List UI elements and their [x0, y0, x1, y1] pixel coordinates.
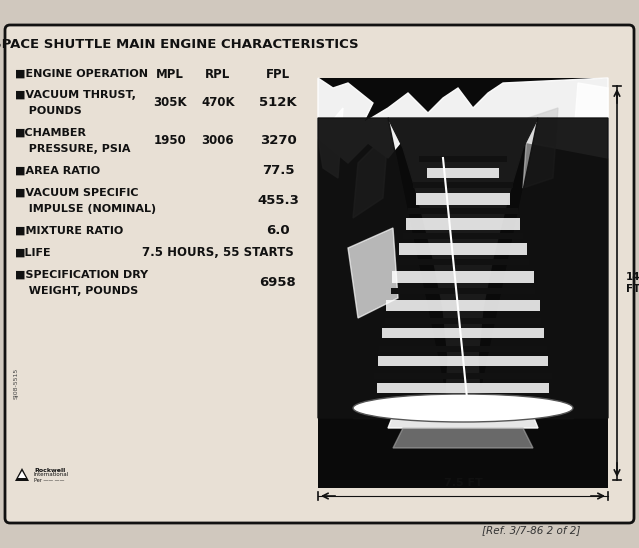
Bar: [403, 233, 523, 239]
Bar: [419, 156, 507, 162]
Bar: [318, 78, 608, 488]
Text: 305K: 305K: [153, 96, 187, 110]
Text: 7.5 FT: 7.5 FT: [443, 478, 482, 488]
Polygon shape: [318, 118, 446, 418]
Polygon shape: [15, 468, 29, 481]
Ellipse shape: [353, 394, 573, 422]
Text: 14
FT: 14 FT: [626, 272, 639, 294]
Text: Rockwell: Rockwell: [34, 467, 65, 472]
Bar: [318, 448, 608, 488]
Polygon shape: [318, 108, 343, 178]
Text: 455.3: 455.3: [257, 195, 299, 208]
Polygon shape: [318, 78, 608, 163]
Text: 512K: 512K: [259, 96, 296, 110]
Bar: [413, 182, 512, 188]
Text: SPACE SHUTTLE MAIN ENGINE CHARACTERISTICS: SPACE SHUTTLE MAIN ENGINE CHARACTERISTIC…: [0, 38, 358, 52]
Text: ■CHAMBER: ■CHAMBER: [15, 128, 87, 138]
Polygon shape: [573, 83, 608, 158]
Text: ■AREA RATIO: ■AREA RATIO: [15, 166, 100, 176]
Text: [Ref. 3/7-86 2 of 2]: [Ref. 3/7-86 2 of 2]: [482, 525, 580, 535]
Text: 6.0: 6.0: [266, 225, 290, 237]
Text: SJ08-5515: SJ08-5515: [13, 367, 19, 398]
Bar: [385, 318, 541, 324]
Text: 6958: 6958: [259, 277, 296, 289]
Text: 470K: 470K: [201, 96, 235, 110]
Text: 1950: 1950: [153, 134, 187, 147]
Text: ■ENGINE OPERATION: ■ENGINE OPERATION: [15, 69, 148, 79]
Text: WEIGHT, POUNDS: WEIGHT, POUNDS: [21, 287, 138, 296]
Bar: [397, 259, 528, 265]
Bar: [392, 271, 534, 283]
Bar: [406, 218, 520, 230]
Bar: [369, 398, 557, 404]
Polygon shape: [523, 108, 558, 188]
Text: Per —— ——: Per —— ——: [34, 477, 65, 482]
Polygon shape: [388, 403, 538, 428]
Bar: [408, 208, 518, 214]
Polygon shape: [480, 118, 608, 418]
Text: International: International: [34, 472, 69, 477]
Bar: [378, 356, 548, 366]
Bar: [399, 243, 527, 255]
Text: 77.5: 77.5: [262, 164, 294, 178]
Polygon shape: [388, 118, 538, 398]
Text: ■MIXTURE RATIO: ■MIXTURE RATIO: [15, 226, 123, 236]
Text: POUNDS: POUNDS: [21, 106, 82, 116]
Text: ■SPECIFICATION DRY: ■SPECIFICATION DRY: [15, 270, 148, 279]
Text: RPL: RPL: [205, 67, 231, 81]
Polygon shape: [348, 228, 398, 318]
Bar: [391, 288, 535, 294]
Text: ■VACUUM THRUST,: ■VACUUM THRUST,: [15, 90, 136, 100]
Text: FPL: FPL: [266, 67, 290, 81]
Bar: [416, 193, 510, 205]
Text: IMPULSE (NOMINAL): IMPULSE (NOMINAL): [21, 204, 156, 214]
Bar: [377, 383, 549, 393]
FancyBboxPatch shape: [5, 25, 634, 523]
Polygon shape: [353, 133, 388, 218]
Text: ■VACUUM SPECIFIC: ■VACUUM SPECIFIC: [15, 187, 139, 198]
Text: 3006: 3006: [202, 134, 235, 147]
Bar: [374, 373, 552, 379]
Text: 3270: 3270: [259, 134, 296, 147]
Polygon shape: [393, 428, 533, 448]
Text: 7.5 HOURS, 55 STARTS: 7.5 HOURS, 55 STARTS: [142, 247, 294, 260]
Polygon shape: [18, 471, 26, 478]
Bar: [380, 346, 546, 352]
Bar: [386, 300, 540, 311]
Text: ■LIFE: ■LIFE: [15, 248, 52, 258]
Bar: [381, 328, 544, 338]
Bar: [427, 168, 499, 178]
Text: PRESSURE, PSIA: PRESSURE, PSIA: [21, 144, 130, 155]
Text: MPL: MPL: [156, 67, 184, 81]
